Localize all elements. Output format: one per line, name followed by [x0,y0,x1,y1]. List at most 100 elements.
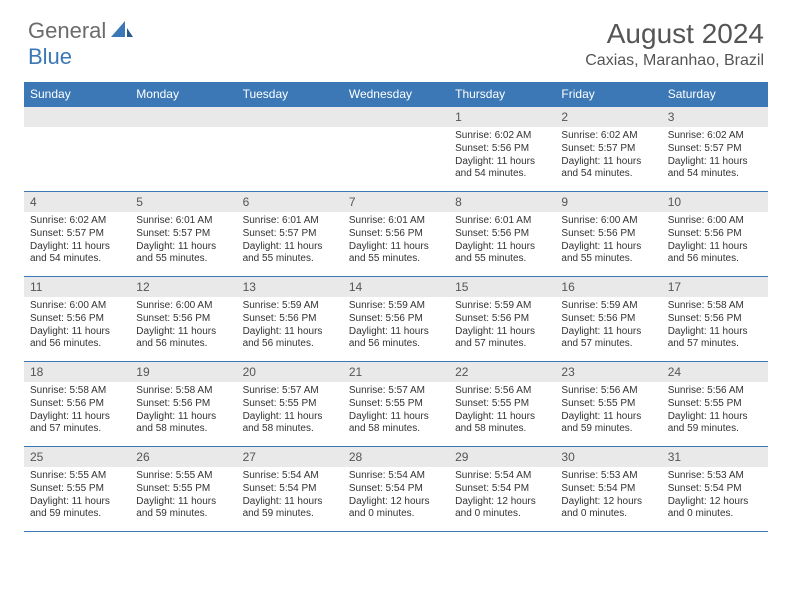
day-number: 3 [662,107,768,127]
sunset-text: Sunset: 5:56 PM [455,313,549,325]
sunrise-text: Sunrise: 5:57 AM [243,385,337,397]
daylight-text: Daylight: 11 hours and 57 minutes. [668,326,762,350]
daylight-text: Daylight: 11 hours and 56 minutes. [136,326,230,350]
calendar-cell: 27Sunrise: 5:54 AMSunset: 5:54 PMDayligh… [237,447,343,531]
weekday-header-row: Sunday Monday Tuesday Wednesday Thursday… [24,82,768,106]
day-data: Sunrise: 6:02 AMSunset: 5:57 PMDaylight:… [555,127,661,185]
daylight-text: Daylight: 11 hours and 57 minutes. [561,326,655,350]
sunrise-text: Sunrise: 6:02 AM [455,130,549,142]
sunset-text: Sunset: 5:54 PM [349,483,443,495]
calendar-cell: 1 Sunrise: 6:02 AMSunset: 5:56 PMDaylight… [449,107,555,191]
sunset-text: Sunset: 5:57 PM [243,228,337,240]
day-number: 29 [449,447,555,467]
sunset-text: Sunset: 5:54 PM [455,483,549,495]
daylight-text: Daylight: 11 hours and 54 minutes. [30,241,124,265]
sunrise-text: Sunrise: 6:01 AM [349,215,443,227]
calendar-cell: 16Sunrise: 5:59 AMSunset: 5:56 PMDayligh… [555,277,661,361]
sunset-text: Sunset: 5:56 PM [349,228,443,240]
logo-text-general: General [28,18,106,44]
day-number: 14 [343,277,449,297]
sunrise-text: Sunrise: 5:55 AM [30,470,124,482]
sunset-text: Sunset: 5:56 PM [455,143,549,155]
day-number: 8 [449,192,555,212]
calendar-cell: 4Sunrise: 6:02 AMSunset: 5:57 PMDaylight… [24,192,130,276]
sunset-text: Sunset: 5:57 PM [136,228,230,240]
day-number: 10 [662,192,768,212]
day-number: 12 [130,277,236,297]
calendar-cell: 20Sunrise: 5:57 AMSunset: 5:55 PMDayligh… [237,362,343,446]
day-number: 9 [555,192,661,212]
daylight-text: Daylight: 11 hours and 55 minutes. [455,241,549,265]
day-number: 16 [555,277,661,297]
logo-text-blue: Blue [28,44,72,69]
sunrise-text: Sunrise: 5:58 AM [30,385,124,397]
sunset-text: Sunset: 5:56 PM [243,313,337,325]
daylight-text: Daylight: 11 hours and 55 minutes. [349,241,443,265]
day-data: Sunrise: 5:54 AMSunset: 5:54 PMDaylight:… [237,467,343,525]
day-number: 17 [662,277,768,297]
sunset-text: Sunset: 5:54 PM [561,483,655,495]
sunset-text: Sunset: 5:55 PM [455,398,549,410]
day-number: 25 [24,447,130,467]
day-number: 30 [555,447,661,467]
day-data: Sunrise: 5:54 AMSunset: 5:54 PMDaylight:… [449,467,555,525]
calendar-cell: 15Sunrise: 5:59 AMSunset: 5:56 PMDayligh… [449,277,555,361]
sunset-text: Sunset: 5:55 PM [30,483,124,495]
sunrise-text: Sunrise: 6:00 AM [136,300,230,312]
calendar: Sunday Monday Tuesday Wednesday Thursday… [24,82,768,532]
sunrise-text: Sunrise: 5:54 AM [349,470,443,482]
calendar-cell: 22Sunrise: 5:56 AMSunset: 5:55 PMDayligh… [449,362,555,446]
calendar-cell: 30Sunrise: 5:53 AMSunset: 5:54 PMDayligh… [555,447,661,531]
weekday-header: Thursday [449,82,555,106]
sunset-text: Sunset: 5:56 PM [455,228,549,240]
sunset-text: Sunset: 5:54 PM [668,483,762,495]
sunrise-text: Sunrise: 6:02 AM [30,215,124,227]
daylight-text: Daylight: 11 hours and 58 minutes. [455,411,549,435]
day-number: 31 [662,447,768,467]
day-number: 7 [343,192,449,212]
sunrise-text: Sunrise: 5:59 AM [243,300,337,312]
day-number [237,107,343,127]
day-number: 24 [662,362,768,382]
calendar-cell: 7 Sunrise: 6:01 AMSunset: 5:56 PMDaylight… [343,192,449,276]
daylight-text: Daylight: 11 hours and 58 minutes. [243,411,337,435]
calendar-row: 11Sunrise: 6:00 AMSunset: 5:56 PMDayligh… [24,276,768,361]
sunset-text: Sunset: 5:56 PM [349,313,443,325]
day-data: Sunrise: 5:56 AMSunset: 5:55 PMDaylight:… [662,382,768,440]
calendar-cell: 24Sunrise: 5:56 AMSunset: 5:55 PMDayligh… [662,362,768,446]
sunrise-text: Sunrise: 5:53 AM [561,470,655,482]
day-data: Sunrise: 5:56 AMSunset: 5:55 PMDaylight:… [555,382,661,440]
logo-sail-icon [111,19,133,44]
day-data: Sunrise: 6:00 AMSunset: 5:56 PMDaylight:… [662,212,768,270]
sunrise-text: Sunrise: 6:00 AM [561,215,655,227]
day-data: Sunrise: 5:58 AMSunset: 5:56 PMDaylight:… [662,297,768,355]
sunrise-text: Sunrise: 5:56 AM [668,385,762,397]
day-data: Sunrise: 6:02 AMSunset: 5:57 PMDaylight:… [24,212,130,270]
sunrise-text: Sunrise: 6:01 AM [455,215,549,227]
day-number: 6 [237,192,343,212]
sunrise-text: Sunrise: 6:01 AM [243,215,337,227]
logo: General [28,18,136,44]
calendar-cell: 14Sunrise: 5:59 AMSunset: 5:56 PMDayligh… [343,277,449,361]
sunset-text: Sunset: 5:56 PM [668,313,762,325]
day-number: 1 [449,107,555,127]
sunrise-text: Sunrise: 6:00 AM [30,300,124,312]
day-data: Sunrise: 5:58 AMSunset: 5:56 PMDaylight:… [130,382,236,440]
day-data: Sunrise: 6:00 AMSunset: 5:56 PMDaylight:… [130,297,236,355]
day-data: Sunrise: 5:59 AMSunset: 5:56 PMDaylight:… [449,297,555,355]
day-number [343,107,449,127]
sunrise-text: Sunrise: 5:56 AM [455,385,549,397]
daylight-text: Daylight: 11 hours and 54 minutes. [561,156,655,180]
day-data: Sunrise: 5:56 AMSunset: 5:55 PMDaylight:… [449,382,555,440]
sunrise-text: Sunrise: 6:01 AM [136,215,230,227]
day-number: 18 [24,362,130,382]
day-number: 4 [24,192,130,212]
calendar-cell: 9Sunrise: 6:00 AMSunset: 5:56 PMDaylight… [555,192,661,276]
sunrise-text: Sunrise: 6:02 AM [668,130,762,142]
daylight-text: Daylight: 11 hours and 57 minutes. [30,411,124,435]
day-number: 13 [237,277,343,297]
calendar-cell [130,107,236,191]
daylight-text: Daylight: 11 hours and 54 minutes. [455,156,549,180]
calendar-cell: 19Sunrise: 5:58 AMSunset: 5:56 PMDayligh… [130,362,236,446]
sunrise-text: Sunrise: 6:02 AM [561,130,655,142]
